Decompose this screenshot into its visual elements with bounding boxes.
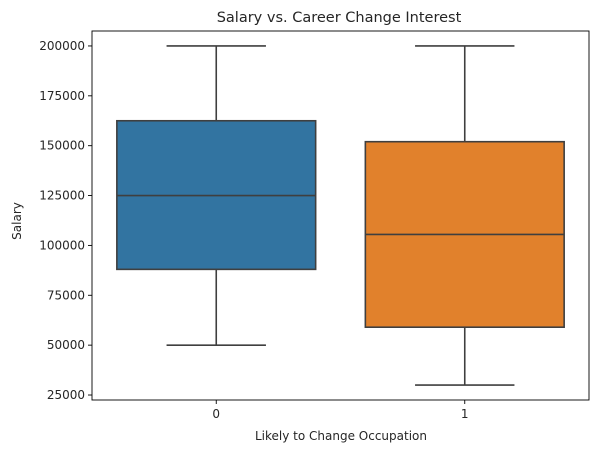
plot-area <box>91 30 590 401</box>
y-tick-label: 50000 <box>47 338 85 352</box>
y-tick-label: 175000 <box>39 89 85 103</box>
y-tick-label: 150000 <box>39 139 85 153</box>
y-tick-label: 75000 <box>47 288 85 302</box>
box-group-1 <box>364 45 565 386</box>
x-tick-label: 0 <box>212 407 220 421</box>
x-axis-label: Likely to Change Occupation <box>255 429 427 443</box>
box-group-0 <box>116 45 317 346</box>
y-tick-label: 25000 <box>47 388 85 402</box>
y-tick-label: 200000 <box>39 39 85 53</box>
y-tick-label: 125000 <box>39 189 85 203</box>
plot-frame <box>91 30 590 401</box>
y-axis-label: Salary <box>10 202 24 240</box>
y-tick-label: 100000 <box>39 238 85 252</box>
chart-title: Salary vs. Career Change Interest <box>217 10 462 26</box>
y-axis: 25000 50000 75000 100000 125000 150000 175000 2… <box>39 39 92 402</box>
x-tick-label: 1 <box>461 407 469 421</box>
